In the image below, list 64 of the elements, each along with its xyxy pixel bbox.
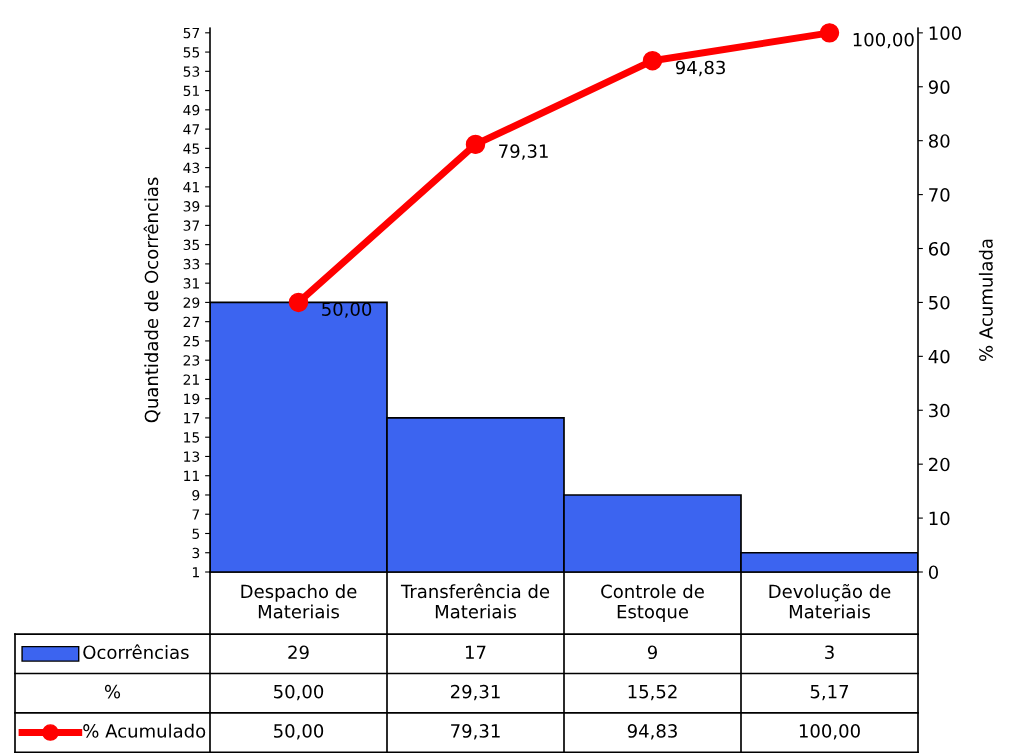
x-tick-label: Transferência de Materiais [400,583,550,619]
y-tick-label: 21 [183,374,199,385]
y2-tick-label: 100 [929,26,961,40]
y-tick-label: 7 [192,509,200,520]
y-tick-label: 39 [183,201,200,212]
y2-tick-label: 80 [928,134,950,148]
data-label: 3 [825,645,834,660]
text: 15,52 [628,684,677,701]
y-tick-label: 25 [183,335,200,347]
y-tick-label: 29 [183,297,200,308]
y-tick-label: 11 [184,470,199,481]
y-tick-label: 35 [183,239,200,251]
text: 100,00 [853,32,914,49]
y2-tick-label: 20 [929,457,950,472]
y2-tick-label: 70 [929,188,950,202]
y-tick-label: 49 [183,104,200,116]
y-tick-label: 27 [183,316,200,327]
y2-tick-label: 90 [928,80,950,94]
y-tick-label: 31 [183,278,199,289]
text: 50,00 [274,684,324,701]
y-tick-label: 41 [183,182,199,193]
y-tick-label: 33 [183,258,200,270]
y-tick-label: 55 [183,47,200,58]
data-label: 9 [647,645,657,660]
data-label: 94,83 [627,724,677,740]
data-label: 50,00 [274,724,324,740]
y-tick-label: 15 [184,432,200,443]
data-label: 29 [288,645,309,660]
x-tick-label: Controle de Estoque [601,584,704,622]
y-tick-label: 23 [183,355,200,366]
legend-label: Ocorrências [83,644,189,660]
y2-tick-label: 0 [928,565,939,580]
y-tick-label: 37 [183,220,200,231]
y2-tick-label: 40 [928,349,950,364]
y-tick-label: 9 [192,489,200,501]
y2-tick-label: 50 [929,295,950,310]
text: 79,31 [499,144,548,160]
y-tick-label: 13 [184,451,200,462]
y-tick-label: 3 [192,547,200,559]
y-tick-label: 45 [183,143,200,154]
text: 5,17 [810,685,849,701]
data-label: 100,00 [799,724,860,740]
x-tick-label: Devolução de Materiais [769,583,891,619]
y-tick-label: 1 [192,567,199,578]
y-tick-label: 53 [183,66,200,77]
y-tick-label: 47 [183,124,200,135]
y-axis-title: Quantidade de Ocorrências [143,177,161,423]
y2-tick-label: 60 [928,241,950,256]
y-tick-label: 5 [192,528,200,539]
legend-label: % Acumulado [83,723,206,738]
text: % [104,684,121,699]
y2-tick-label: 10 [929,511,950,526]
y2-tick-label: 30 [929,403,950,418]
y-tick-label: 19 [184,393,200,405]
y-tick-label: 43 [183,162,200,174]
text: 94,83 [675,60,725,77]
data-label: 17 [466,645,486,659]
data-label: 79,31 [451,724,500,740]
y-tick-label: 51 [183,85,199,97]
y2-axis-title: % Acumulada [978,239,993,361]
y-tick-label: 57 [183,27,200,39]
y-tick-label: 17 [184,413,200,424]
x-tick-label: Despacho de Materiais [241,584,357,619]
text: 29,31 [450,684,500,701]
